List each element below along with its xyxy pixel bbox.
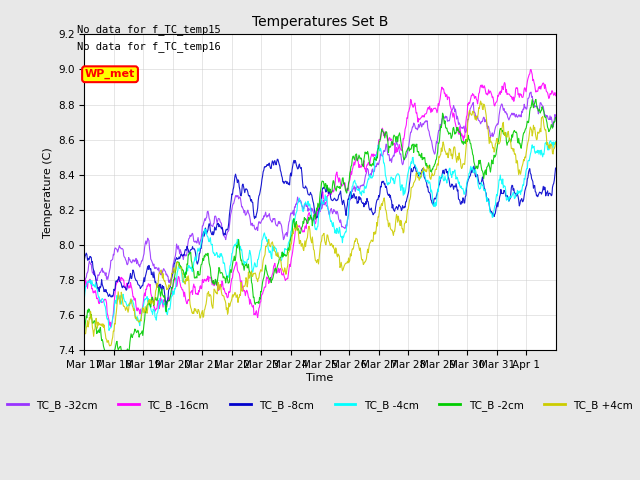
Title: Temperatures Set B: Temperatures Set B (252, 15, 388, 29)
X-axis label: Time: Time (307, 373, 333, 383)
Y-axis label: Temperature (C): Temperature (C) (42, 147, 52, 238)
Text: No data for f_TC_temp16: No data for f_TC_temp16 (77, 41, 221, 52)
Legend: TC_B -32cm, TC_B -16cm, TC_B -8cm, TC_B -4cm, TC_B -2cm, TC_B +4cm: TC_B -32cm, TC_B -16cm, TC_B -8cm, TC_B … (3, 396, 637, 415)
Text: WP_met: WP_met (85, 69, 135, 79)
Text: No data for f_TC_temp15: No data for f_TC_temp15 (77, 24, 221, 35)
